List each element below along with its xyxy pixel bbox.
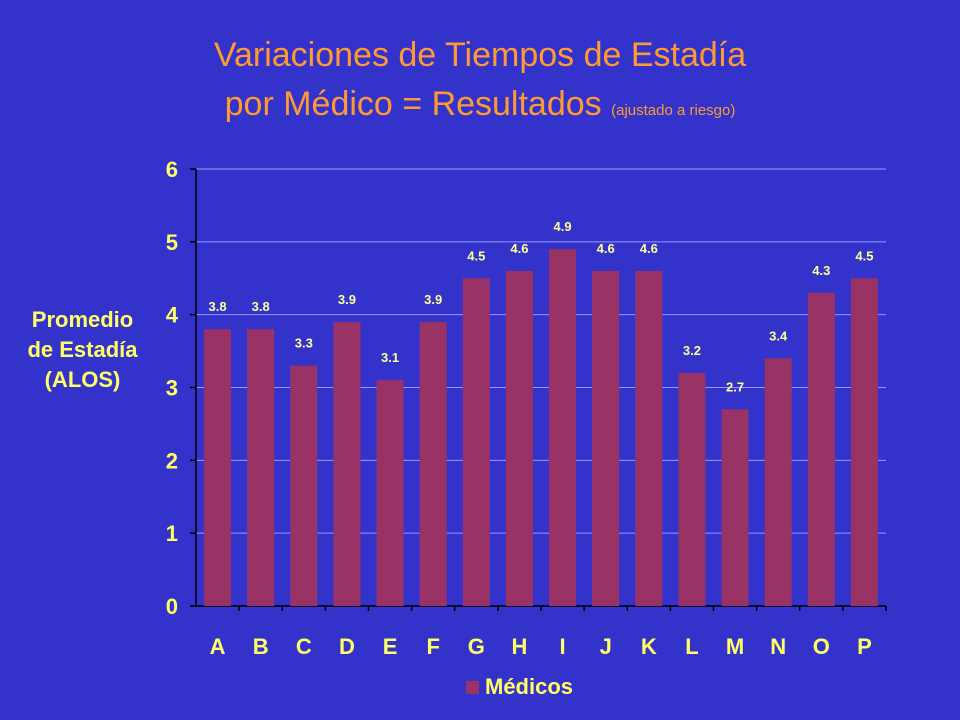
bar-G [462,278,490,606]
y-tick-label-1: 1 [166,521,178,546]
legend: Médicos [466,674,573,700]
x-tick-label-C: C [296,634,312,659]
chart-title-note: (ajustado a riesgo) [611,102,736,119]
x-tick-label-E: E [383,634,398,659]
bar-D [333,321,361,606]
x-tick-label-O: O [813,634,830,659]
y-axis-label-line-3: (ALOS) [44,367,121,392]
chart-title-line-2: por Médico = Resultados (ajustado a ries… [0,83,960,132]
bar-N [764,358,792,606]
x-tick-label-P: P [857,634,872,659]
x-tick-label-J: J [600,634,612,659]
data-label-A: 3.8 [209,299,227,314]
data-label-C: 3.3 [295,336,313,351]
y-tick-label-5: 5 [166,230,178,255]
data-label-P: 4.5 [855,248,873,263]
data-label-O: 4.3 [812,263,830,278]
y-tick-label-2: 2 [166,448,178,473]
bar-E [376,380,404,606]
legend-label: Médicos [485,674,574,699]
data-label-E: 3.1 [381,350,399,365]
bar-F [419,321,447,606]
y-axis-label-line-2: de Estadía [27,337,138,362]
x-tick-label-G: G [468,634,485,659]
data-label-I: 4.9 [554,219,572,234]
y-tick-label-3: 3 [166,376,178,401]
bar-L [678,372,706,606]
data-label-J: 4.6 [597,241,615,256]
y-tick-label-4: 4 [166,303,179,328]
x-tick-label-A: A [210,634,226,659]
bar-K [635,270,663,606]
x-tick-label-K: K [641,634,657,659]
y-tick-label-0: 0 [166,594,178,619]
x-tick-label-D: D [339,634,355,659]
bar-I [549,249,577,606]
data-label-L: 3.2 [683,343,701,358]
data-label-N: 3.4 [769,328,788,343]
bar-P [850,278,878,606]
bar-C [290,365,318,606]
data-label-H: 4.6 [510,241,528,256]
data-label-D: 3.9 [338,292,356,307]
bar-A [204,329,232,606]
data-label-G: 4.5 [467,248,485,263]
x-tick-label-H: H [511,634,527,659]
bar-J [592,270,620,606]
bar-B [247,329,275,606]
bar-O [807,292,835,606]
data-label-K: 4.6 [640,241,658,256]
x-tick-label-N: N [770,634,786,659]
legend-swatch [466,680,479,694]
data-label-B: 3.8 [252,299,270,314]
x-tick-label-L: L [685,634,698,659]
data-label-F: 3.9 [424,292,442,307]
y-tick-label-6: 6 [166,157,178,182]
chart-title-line-1: Variaciones de Tiempos de Estadía [213,36,747,74]
data-label-M: 2.7 [726,379,744,394]
x-tick-label-F: F [426,634,439,659]
x-tick-label-I: I [560,634,566,659]
x-tick-label-B: B [253,634,269,659]
bar-H [505,270,533,606]
bar-M [721,409,749,606]
y-axis-label-line-1: Promedio [31,307,134,332]
chart-title-main: por Médico = Resultados [224,85,602,123]
x-tick-label-M: M [726,634,744,659]
